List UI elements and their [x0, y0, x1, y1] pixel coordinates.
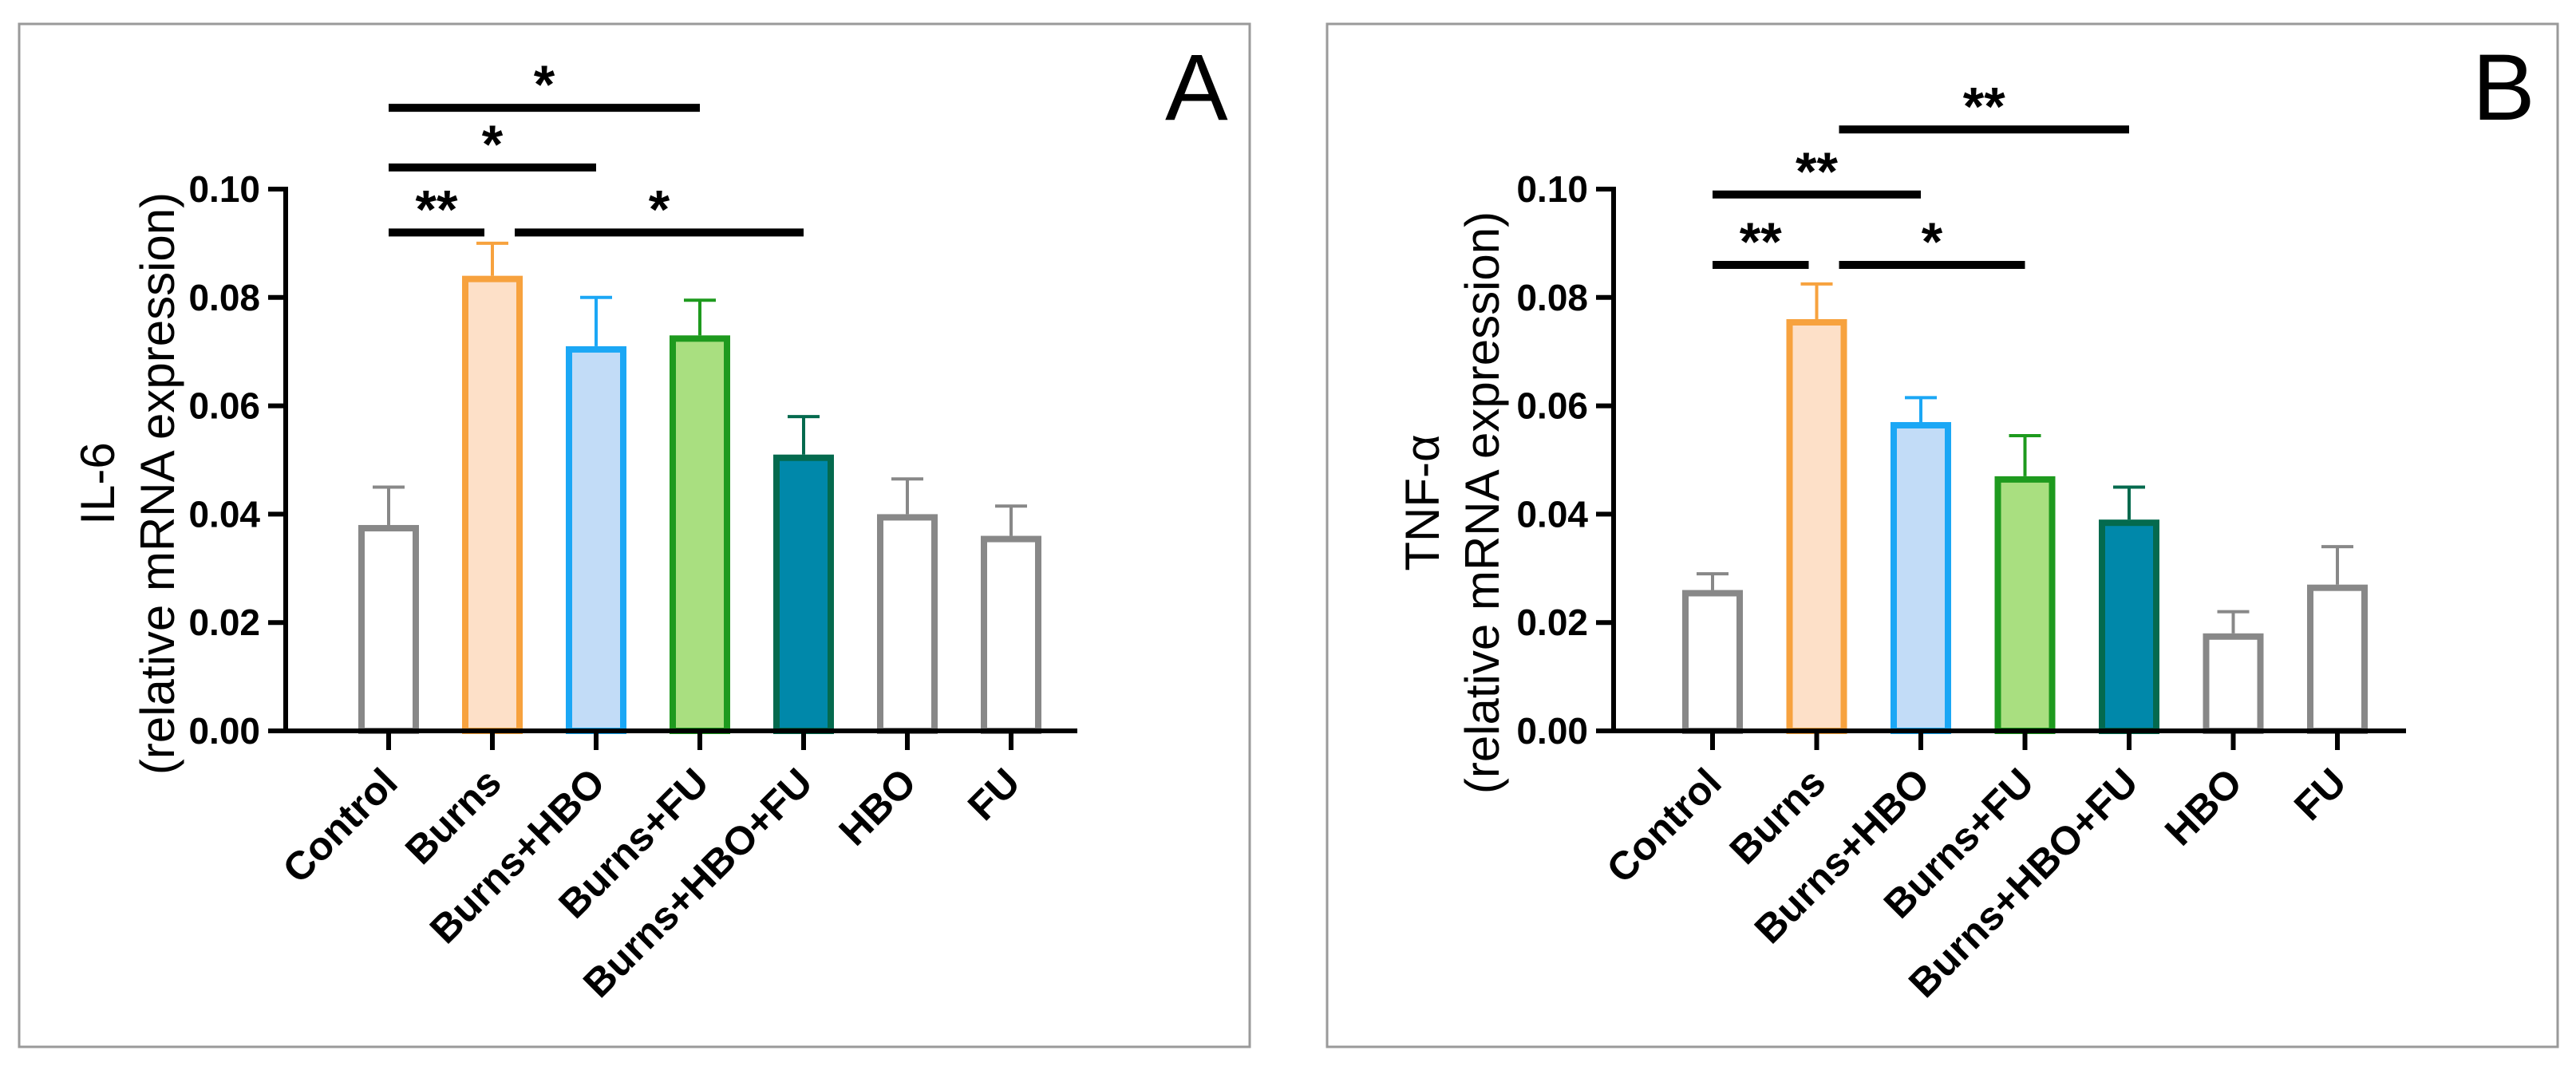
panel-b-x-tick-label: HBO	[2156, 760, 2250, 854]
panel-a-y-tick-label: 0.08	[188, 277, 260, 318]
panel-a-x-tick-label: Control	[275, 760, 406, 891]
panel-b-significance-label: **	[1963, 76, 2005, 136]
panel-a-bar-burns-fu	[670, 335, 730, 734]
panel-a-bar-control	[358, 524, 419, 734]
panel-a-x-tick-label: HBO	[831, 760, 925, 854]
panel-b-bar-burns-hbo-fu	[2099, 519, 2159, 734]
panel-a-significance-label: *	[534, 54, 555, 115]
panel-b-letter: B	[2472, 35, 2535, 140]
panel-a-ylabel-line1: IL-6	[71, 442, 124, 524]
panel-a-frame	[18, 22, 1251, 1048]
panel-a-y-tick-label: 0.02	[188, 602, 260, 643]
panel-a-y-tick-label: 0.04	[188, 493, 260, 535]
panel-b-ylabel-line2: (relative mRNA expression)	[1456, 211, 1509, 794]
panel-b-bar-burns-hbo	[1891, 421, 1951, 734]
panel-a-bar-fu	[981, 535, 1041, 734]
panel-a-significance-label: *	[482, 114, 504, 175]
panel-b-bar-burns	[1786, 318, 1847, 734]
panel-b-y-tick-label: 0.08	[1516, 277, 1588, 318]
panel-a-bar-burns	[462, 275, 523, 734]
panel-b-bar-burns-fu	[1994, 476, 2056, 734]
panel-b-y-tick-label: 0.00	[1516, 710, 1588, 752]
panel-a-plot: 0.000.020.040.060.080.10ControlBurnsBurn…	[188, 54, 1077, 1006]
panel-b-x-tick-label: Control	[1598, 760, 1730, 891]
panel-a-significance-label: **	[416, 179, 458, 239]
panel-a-bar-hbo	[877, 514, 938, 735]
panel-a-x-tick-label: FU	[959, 760, 1029, 829]
panel-b-x-tick-label: FU	[2286, 760, 2355, 829]
panel-a: A IL-6 (relative mRNA expression) 0.00 0.…	[18, 22, 1251, 1048]
panel-b-y-tick-label: 0.10	[1516, 168, 1588, 210]
panel-a-bar-burns-hbo	[566, 345, 626, 734]
panel-a-y-tick-label: 0.06	[188, 385, 260, 427]
panel-b-bar-fu	[2307, 584, 2368, 734]
panel-a-y-tick-label: 0.00	[188, 710, 260, 752]
panel-a-ylabel-line2: (relative mRNA expression)	[131, 192, 184, 775]
panel-a-letter: A	[1165, 35, 1228, 140]
panel-b-ylabel-line1: TNF-α	[1396, 434, 1449, 571]
panel-b-frame	[1326, 22, 2559, 1048]
panel-a-significance-label: *	[649, 179, 670, 239]
panel-b-y-tick-label: 0.04	[1516, 493, 1588, 535]
panel-a-y-tick-label: 0.10	[188, 168, 260, 210]
panel-b-bar-control	[1682, 590, 1743, 735]
panel-b-y-tick-label: 0.02	[1516, 602, 1588, 643]
panel-b: B TNF-α (relative mRNA expression) 0.00 0…	[1326, 22, 2559, 1048]
panel-b-significance-label: *	[1922, 211, 1943, 272]
panel-b-significance-label: **	[1796, 141, 1838, 202]
panel-b-y-tick-label: 0.06	[1516, 385, 1588, 427]
panel-b-plot: 0.000.020.040.060.080.10ControlBurnsBurn…	[1516, 76, 2406, 1006]
panel-b-significance-label: **	[1740, 211, 1782, 272]
panel-b-bar-hbo	[2203, 633, 2264, 735]
panel-a-bar-burns-hbo-fu	[773, 454, 834, 735]
